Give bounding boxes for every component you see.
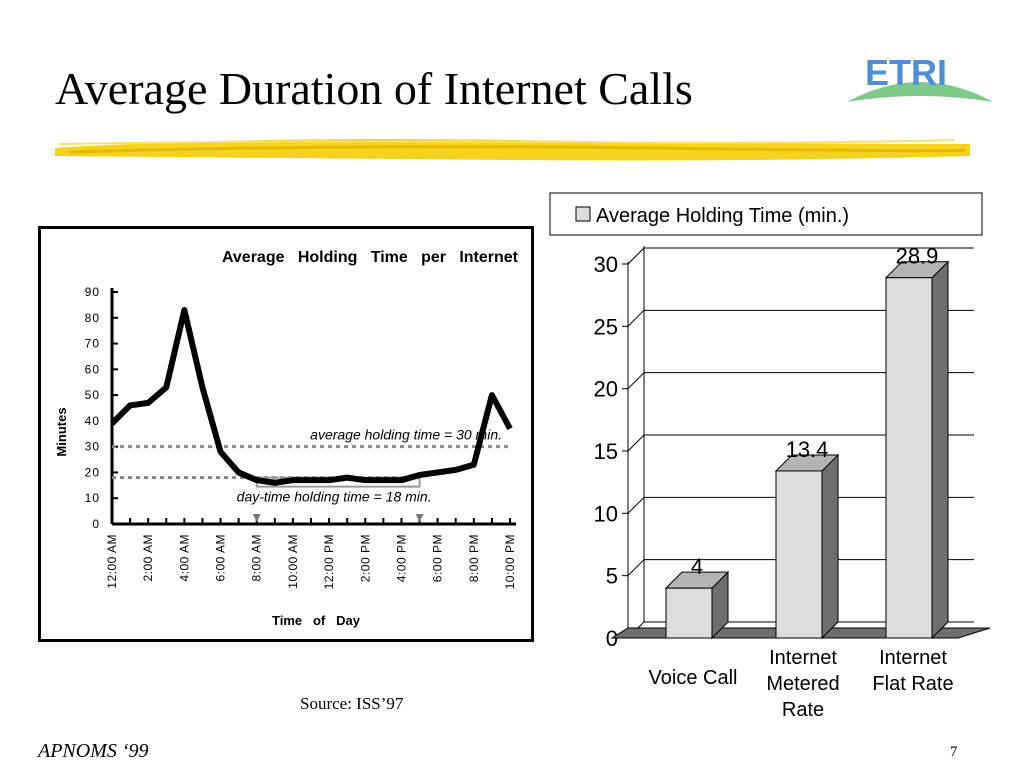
reference-label-average: average holding time = 30 min. [310, 427, 502, 443]
holding-time-series-line [109, 307, 513, 486]
line-y-tick-label: 60 [85, 362, 100, 376]
line-x-tick-label: 2:00 AM [141, 534, 155, 582]
bar-category-label: Flat Rate [872, 673, 953, 695]
line-y-tick-label: 90 [85, 285, 100, 299]
line-y-tick-label: 0 [92, 517, 100, 531]
line-x-tick-label: 10:00 AM [286, 534, 300, 589]
footer-text: APNOMS ‘99 [38, 740, 149, 762]
bar-grid-diagonal [627, 309, 645, 327]
daytime-start-marker [252, 514, 261, 522]
line-x-tick-label: 6:00 AM [214, 534, 228, 582]
source-note: Source: ISS’97 [300, 694, 404, 713]
line-x-tick-label: 12:00 AM [105, 534, 119, 589]
line-y-tick-label: 70 [85, 337, 100, 351]
line-y-tick-label: 30 [85, 440, 100, 454]
line-x-tick-label: 8:00 PM [467, 534, 481, 582]
line-x-tick-label: 6:00 PM [431, 534, 445, 582]
bar-chart-legend: Average Holding Time (min.) [549, 192, 983, 236]
line-y-tick-label: 50 [85, 388, 100, 402]
page-number: 7 [950, 744, 958, 760]
bar-category-label: Internet [769, 647, 837, 669]
slide-title: Average Duration of Internet Calls [55, 63, 693, 114]
bar-grid-diagonal [627, 559, 645, 577]
line-y-tick-label: 20 [85, 465, 100, 479]
line-chart-holding-time: Average Holding Time per Internet Minute… [38, 226, 534, 642]
line-chart-x-label: Time of Day [272, 613, 361, 628]
bar-side [931, 260, 949, 640]
line-x-tick-label: 10:00 PM [503, 534, 517, 589]
line-x-tick-label: 4:00 PM [394, 534, 408, 582]
bar-grid-diagonal [627, 496, 645, 514]
yellow-brush-underline [55, 139, 970, 161]
bar-y-tick-label: 15 [594, 439, 618, 464]
legend-label: Average Holding Time (min.) [596, 205, 849, 227]
line-y-tick-label: 40 [85, 414, 100, 428]
line-x-tick-label: 4:00 AM [177, 534, 191, 582]
line-x-tick-label: 12:00 PM [322, 534, 336, 589]
bar-category-label: Internet [879, 647, 947, 669]
bar-grid-diagonal [627, 247, 645, 265]
bar-category-label: Voice Call [649, 667, 738, 689]
bar-group [774, 453, 840, 640]
bar-y-tick-label: 20 [594, 377, 618, 402]
bar-chart-holding-time: Average Holding Time (min.) 051015202530… [549, 192, 991, 721]
legend-swatch [575, 206, 591, 222]
line-chart-y-label: Minutes [54, 407, 69, 456]
etri-logo: ETRI [847, 52, 993, 102]
bar-data-label: 4 [691, 554, 703, 579]
bar [665, 587, 713, 639]
bar-y-tick-label: 30 [594, 252, 618, 277]
bar-group [664, 570, 730, 640]
bar-category-label: Rate [782, 699, 824, 721]
line-y-tick-label: 80 [85, 311, 100, 325]
logo-text: ETRI [865, 52, 947, 93]
bar-grid-diagonal [627, 434, 645, 452]
line-y-tick-label: 10 [85, 491, 100, 505]
bar [885, 277, 933, 639]
line-x-tick-label: 2:00 PM [358, 534, 372, 582]
bar-y-tick-label: 25 [594, 314, 618, 339]
bar-group [884, 260, 950, 640]
line-chart-title: Average Holding Time per Internet [222, 249, 519, 266]
bar-data-label: 13.4 [786, 437, 829, 462]
bar-y-tick-label: 10 [594, 501, 618, 526]
bar-category-label: Metered [766, 673, 839, 695]
bar-grid-diagonal [627, 372, 645, 390]
line-x-tick-label: 8:00 AM [250, 534, 264, 582]
bar-y-tick-label: 5 [606, 564, 618, 589]
daytime-end-marker [415, 514, 424, 522]
reference-label-daytime: day-time holding time = 18 min. [237, 489, 432, 505]
bar [775, 470, 823, 639]
bar-data-label: 28.9 [896, 244, 939, 269]
bar-side [821, 453, 839, 640]
